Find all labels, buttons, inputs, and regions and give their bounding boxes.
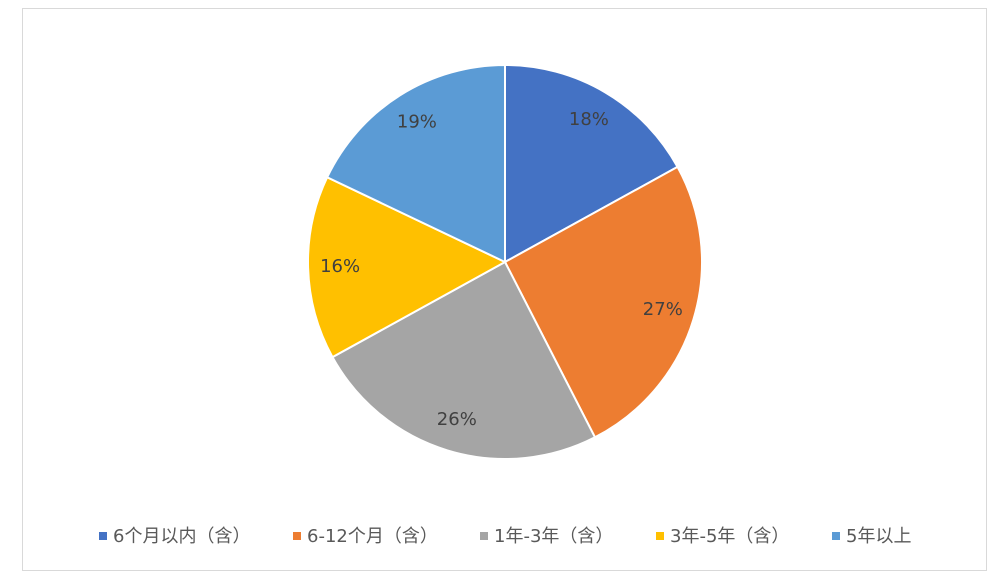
legend-marker [656, 532, 664, 540]
data-label: 19% [397, 111, 437, 132]
legend-marker [832, 532, 840, 540]
legend-label: 3年-5年（含） [670, 526, 789, 547]
legend-label: 6个月以内（含） [113, 526, 250, 547]
pie-slice [325, 63, 506, 264]
data-label: 18% [569, 109, 609, 130]
data-label: 26% [437, 409, 477, 430]
legend-marker [293, 532, 301, 540]
legend-label: 5年以上 [846, 526, 911, 547]
legend-marker [480, 532, 488, 540]
pie-slice [504, 63, 679, 264]
legend-marker [99, 532, 107, 540]
data-label: 16% [320, 256, 360, 277]
pie-slice [503, 165, 703, 439]
pie-slice [331, 260, 597, 460]
legend-label: 1年-3年（含） [494, 526, 613, 547]
pie-slice [307, 175, 508, 359]
legend-label: 6-12个月（含） [307, 526, 438, 547]
data-label: 27% [643, 299, 683, 320]
